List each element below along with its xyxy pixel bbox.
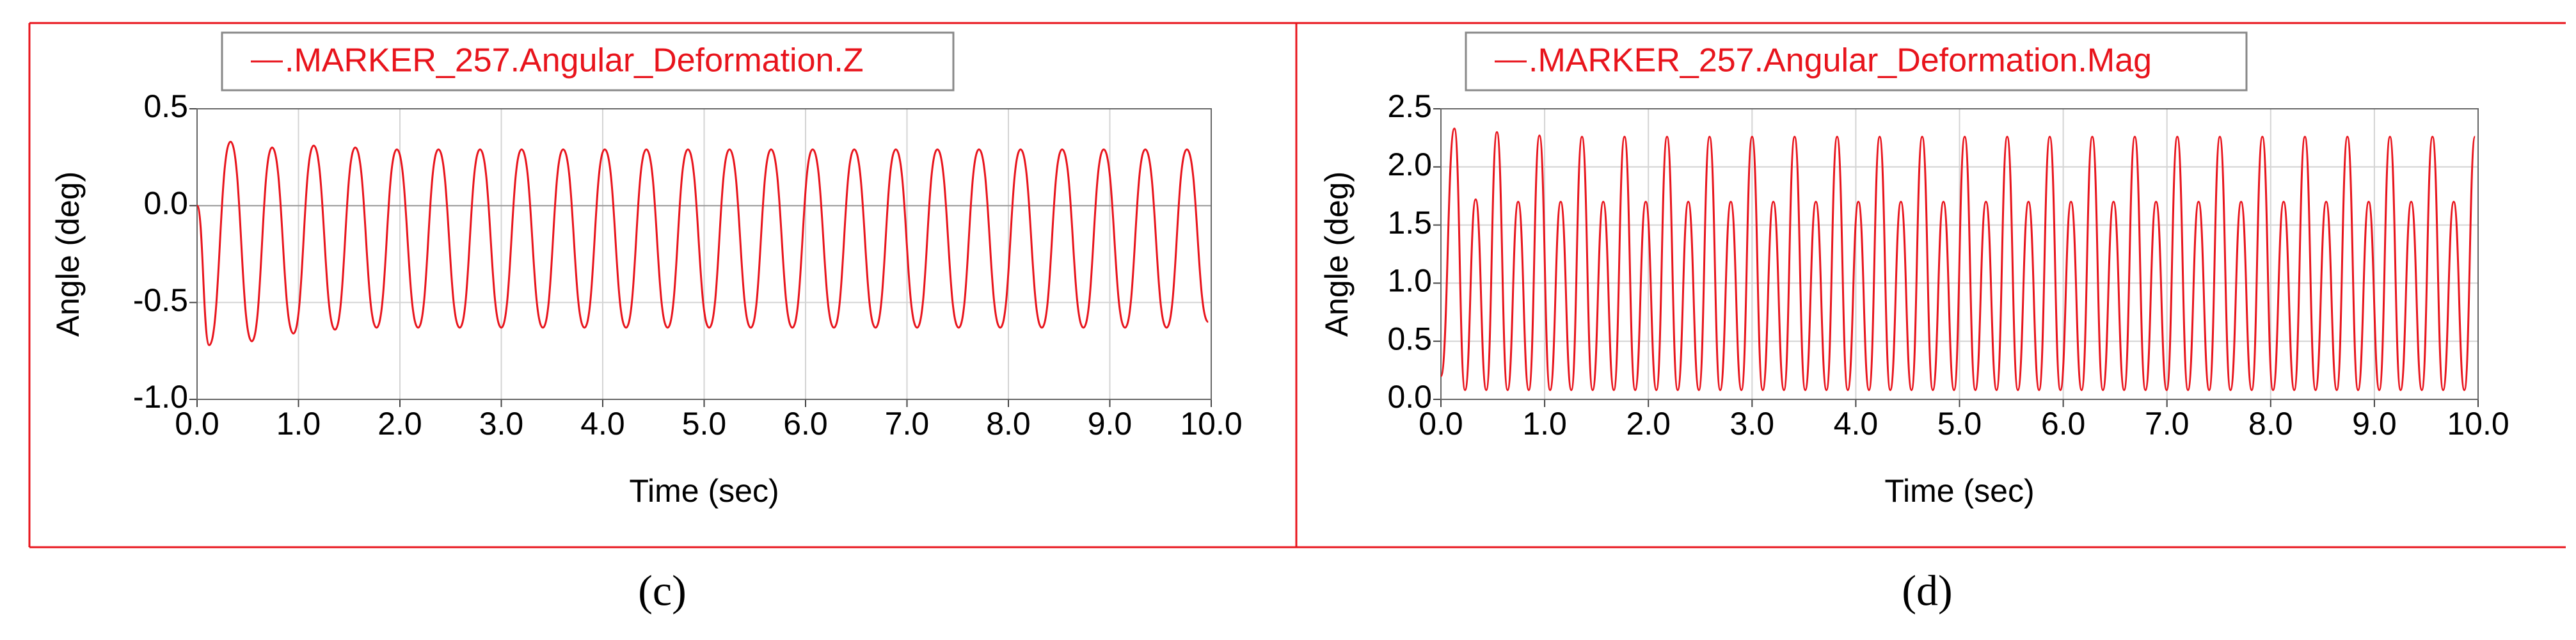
caption: (c) — [638, 566, 686, 615]
x-tick-label: 8.0 — [2248, 406, 2293, 442]
x-tick-label: 4.0 — [1834, 406, 1879, 442]
x-tick-label: 3.0 — [479, 406, 524, 442]
x-axis-label: Time (sec) — [629, 473, 779, 509]
y-tick-label: 0.0 — [1387, 379, 1432, 415]
y-tick-label: 2.0 — [1387, 147, 1432, 182]
series-line — [196, 140, 1209, 346]
x-tick-label: 2.0 — [1626, 406, 1671, 442]
y-axis-label: Angle (deg) — [50, 172, 86, 337]
x-tick-label: 9.0 — [2352, 406, 2397, 442]
legend-box — [1465, 31, 2248, 92]
y-axis-label: Angle (deg) — [1319, 172, 1355, 337]
x-tick-label: 5.0 — [1937, 406, 1982, 442]
x-tick-label: 8.0 — [986, 406, 1031, 442]
series-line — [1440, 127, 2476, 391]
x-tick-label: 0.0 — [175, 406, 219, 442]
x-tick-label: 6.0 — [2041, 406, 2086, 442]
plot-frame — [1440, 108, 2479, 400]
y-tick-label: -0.5 — [133, 282, 188, 318]
x-tick-label: 1.0 — [1522, 406, 1567, 442]
x-tick-label: 7.0 — [2145, 406, 2190, 442]
x-tick-label: 6.0 — [783, 406, 828, 442]
y-tick-label: 2.5 — [1387, 88, 1432, 124]
x-tick-label: 5.0 — [682, 406, 727, 442]
x-tick-label: 1.0 — [276, 406, 321, 442]
x-tick-label: 7.0 — [885, 406, 930, 442]
x-tick-label: 3.0 — [1730, 406, 1775, 442]
x-tick-label: 4.0 — [580, 406, 625, 442]
x-tick-label: 9.0 — [1088, 406, 1133, 442]
y-tick-label: 1.5 — [1387, 205, 1432, 241]
x-axis-label: Time (sec) — [1884, 473, 2034, 509]
x-tick-label: 10.0 — [2447, 406, 2509, 442]
y-tick-label: 1.0 — [1387, 263, 1432, 299]
x-tick-label: 10.0 — [1180, 406, 1242, 442]
y-tick-label: 0.0 — [143, 186, 188, 221]
y-tick-label: -1.0 — [133, 379, 188, 415]
x-tick-label: 2.0 — [378, 406, 422, 442]
caption: (d) — [1902, 566, 1952, 615]
y-tick-label: 0.5 — [1387, 321, 1432, 356]
legend-label: .MARKER_257.Angular_Deformation.Mag — [1529, 42, 2152, 79]
x-tick-label: 0.0 — [1419, 406, 1463, 442]
legend-label: .MARKER_257.Angular_Deformation.Z — [285, 42, 864, 79]
legend-box — [221, 31, 955, 92]
y-tick-label: 0.5 — [143, 88, 188, 124]
plot-frame — [196, 108, 1212, 400]
